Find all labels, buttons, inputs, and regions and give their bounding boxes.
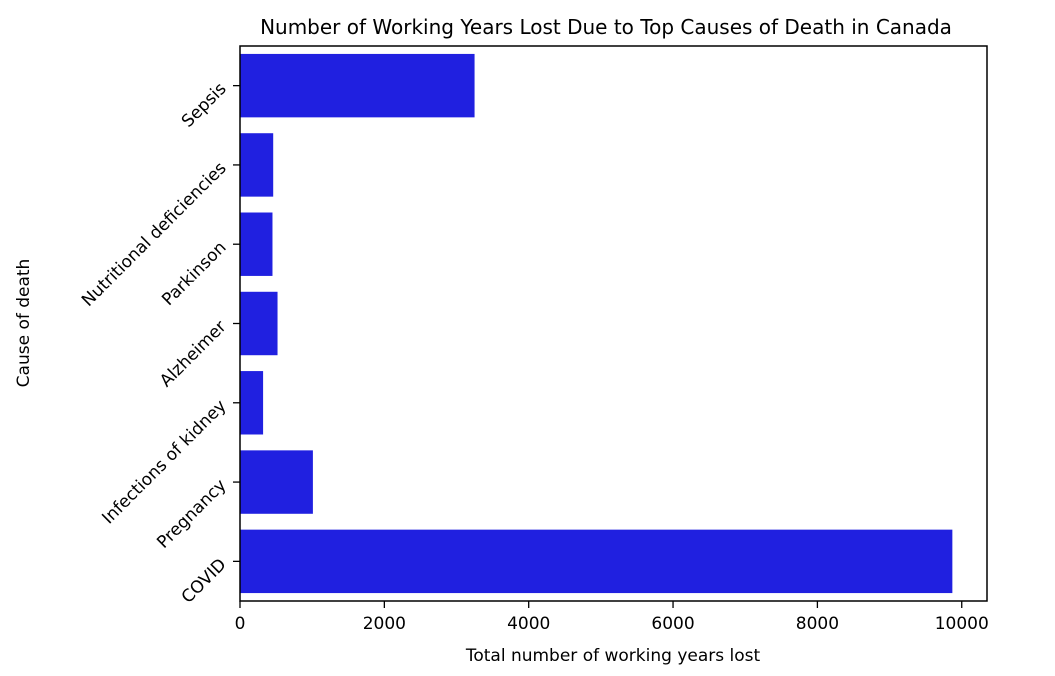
y-tick-label-pregnancy: Pregnancy — [153, 475, 230, 552]
y-tick-label-parkinson: Parkinson — [158, 238, 230, 310]
y-tick-label-alzheimer: Alzheimer — [156, 317, 230, 391]
bar-infections-of-kidney — [240, 371, 264, 435]
bar-covid — [240, 529, 953, 594]
x-tick-label-2000: 2000 — [363, 614, 406, 634]
plot-frame — [239, 45, 988, 602]
x-tick-label-8000: 8000 — [796, 614, 839, 634]
x-tick-label-6000: 6000 — [651, 614, 694, 634]
x-tick-label-4000: 4000 — [507, 614, 550, 634]
bar-sepsis — [240, 53, 475, 118]
y-tick-label-nutritional-deficiencies: Nutritional deficiencies — [78, 158, 231, 311]
bar-pregnancy — [240, 450, 313, 514]
y-tick-label-covid: COVID — [178, 555, 231, 608]
x-tick-label-0: 0 — [235, 614, 246, 634]
chart-title: Number of Working Years Lost Due to Top … — [260, 15, 952, 39]
y-tick-label-sepsis: Sepsis — [178, 79, 231, 132]
y-axis-ticks: Sepsis Nutritional deficienciesParkinsonA… — [78, 79, 240, 608]
x-axis-label: Total number of working years lost — [465, 646, 761, 666]
x-tick-label-10000: 10000 — [935, 614, 989, 634]
x-axis-ticks: 0 2000 4000 6000 8000 10000 — [235, 601, 989, 634]
bar-alzheimer — [240, 291, 278, 356]
y-axis-label: Cause of death — [14, 259, 34, 388]
bar-nutritional-deficiencies — [240, 133, 274, 197]
bars-group — [240, 53, 953, 594]
bar-parkinson — [240, 212, 273, 276]
